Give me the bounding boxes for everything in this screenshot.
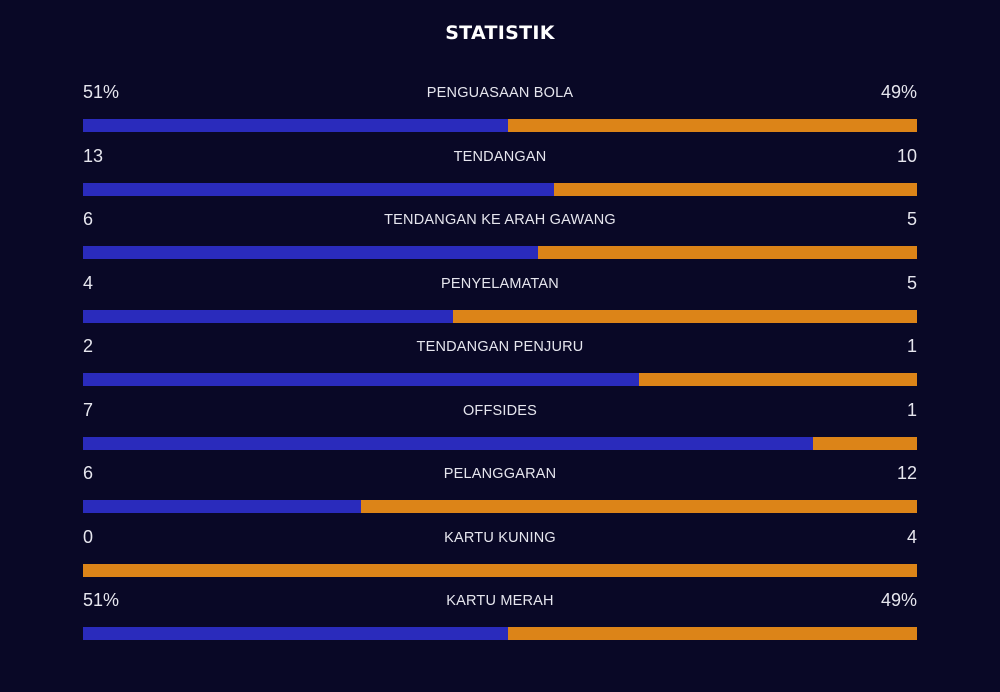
stat-row-header: 6 PELANGGARAN 12 <box>83 459 917 499</box>
away-value: 49% <box>880 82 917 102</box>
home-value: 6 <box>83 209 94 229</box>
comparison-bar <box>83 500 917 513</box>
stat-row: 0 KARTU KUNING 4 <box>83 523 917 587</box>
away-value: 5 <box>906 209 917 229</box>
stat-row-header: 7 OFFSIDES 1 <box>83 396 917 436</box>
comparison-bar <box>83 309 917 323</box>
comparison-bar <box>83 246 917 259</box>
stat-row-header: 51% PENGUASAAN BOLA 49% <box>83 78 917 118</box>
comparison-bar <box>83 182 917 196</box>
home-value: 7 <box>83 399 94 420</box>
stat-row-header: 51% KARTU MERAH 49% <box>83 586 917 626</box>
away-value: 5 <box>906 272 917 293</box>
away-bar-segment <box>812 436 917 450</box>
comparison-bar <box>83 436 917 450</box>
home-bar-segment <box>83 246 538 259</box>
stat-label: PENGUASAAN BOLA <box>426 85 574 101</box>
away-bar-segment <box>360 500 917 513</box>
away-value: 49% <box>880 590 917 610</box>
home-bar-segment <box>83 500 361 513</box>
home-bar-segment <box>83 436 813 450</box>
stat-row-header: 6 TENDANGAN KE ARAH GAWANG 5 <box>83 205 917 245</box>
stat-row-header: 2 TENDANGAN PENJURU 1 <box>83 332 917 372</box>
stat-row-header: 0 KARTU KUNING 4 <box>83 523 917 563</box>
stat-label: OFFSIDES <box>462 402 538 419</box>
stat-list: 51% PENGUASAAN BOLA 49% 13 TENDANGAN 10 6 TENDA… <box>83 78 917 650</box>
stat-label: PELANGGARAN <box>443 466 557 482</box>
home-value: 13 <box>83 145 104 166</box>
stat-label: PENYELAMATAN <box>441 275 559 292</box>
comparison-bar <box>83 563 917 577</box>
away-value: 1 <box>906 399 917 420</box>
away-bar-segment <box>453 309 917 323</box>
comparison-bar <box>83 627 917 640</box>
away-bar-segment <box>639 373 917 386</box>
home-value: 51% <box>83 590 120 610</box>
stat-row: 6 PELANGGARAN 12 <box>83 459 917 523</box>
home-value: 6 <box>83 463 94 483</box>
away-value: 12 <box>896 463 917 483</box>
away-value: 10 <box>896 145 917 166</box>
stat-label: TENDANGAN KE ARAH GAWANG <box>384 212 616 228</box>
stat-row-header: 4 PENYELAMATAN 5 <box>83 269 917 309</box>
away-value: 1 <box>906 336 917 356</box>
comparison-bar <box>83 373 917 386</box>
stat-row: 51% PENGUASAAN BOLA 49% <box>83 78 917 142</box>
stat-label: TENDANGAN <box>453 148 547 165</box>
away-value: 4 <box>906 526 917 547</box>
stat-label: TENDANGAN PENJURU <box>416 339 584 355</box>
home-value: 4 <box>83 272 94 293</box>
home-bar-segment <box>83 119 509 132</box>
home-value: 2 <box>83 336 94 356</box>
stat-row: 7 OFFSIDES 1 <box>83 396 917 460</box>
away-bar-segment <box>508 119 917 132</box>
stat-row: 51% KARTU MERAH 49% <box>83 586 917 650</box>
stat-row: 6 TENDANGAN KE ARAH GAWANG 5 <box>83 205 917 269</box>
away-bar-segment <box>537 246 917 259</box>
stats-title: STATISTIK <box>445 22 555 44</box>
stat-row-header: 13 TENDANGAN 10 <box>83 142 917 182</box>
home-bar-segment <box>83 627 509 640</box>
away-bar-segment <box>554 182 917 196</box>
away-bar-segment <box>508 627 917 640</box>
stat-label: KARTU KUNING <box>444 529 556 546</box>
home-bar-segment <box>83 309 454 323</box>
home-bar-segment <box>83 373 640 386</box>
stat-row: 4 PENYELAMATAN 5 <box>83 269 917 333</box>
home-value: 51% <box>83 82 120 102</box>
away-bar-segment <box>83 563 917 577</box>
home-value: 0 <box>83 526 94 547</box>
stat-row: 2 TENDANGAN PENJURU 1 <box>83 332 917 396</box>
stat-label: KARTU MERAH <box>446 593 554 609</box>
home-bar-segment <box>83 182 555 196</box>
comparison-bar <box>83 119 917 132</box>
stat-row: 13 TENDANGAN 10 <box>83 142 917 206</box>
